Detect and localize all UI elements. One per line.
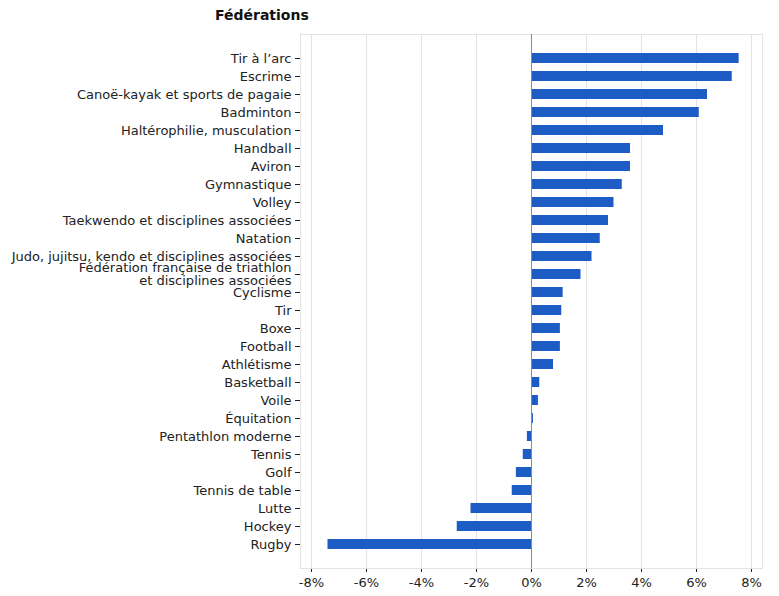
svg-text:0%: 0%: [521, 575, 542, 590]
svg-text:2%: 2%: [576, 575, 597, 590]
svg-text:Badminton: Badminton: [221, 105, 292, 120]
svg-text:-8%: -8%: [299, 575, 324, 590]
svg-text:Tir à l’arc: Tir à l’arc: [230, 51, 292, 66]
svg-text:Aviron: Aviron: [251, 159, 292, 174]
html-text:et disciplines associées: et disciplines associées: [139, 273, 292, 289]
svg-text:Rugby: Rugby: [251, 537, 292, 552]
svg-text:Tir: Tir: [274, 303, 292, 318]
svg-text:-2%: -2%: [464, 575, 489, 590]
svg-text:Football: Football: [240, 339, 291, 354]
svg-text:Boxe: Boxe: [260, 321, 292, 336]
svg-text:-4%: -4%: [409, 575, 434, 590]
svg-text:Hockey: Hockey: [244, 519, 292, 534]
svg-text:4%: 4%: [631, 575, 652, 590]
svg-text:Athlétisme: Athlétisme: [222, 357, 292, 372]
svg-text:Escrime: Escrime: [240, 69, 292, 84]
svg-text:Équitation: Équitation: [225, 411, 291, 426]
html-text:Fédération française de triath: Fédération française de triathlon: [78, 260, 292, 276]
svg-text:Judo, jujitsu, kendo et discip: Judo, jujitsu, kendo et disciplines asso…: [11, 248, 292, 264]
svg-text:Haltérophilie, musculation: Haltérophilie, musculation: [121, 123, 292, 138]
svg-text:Voile: Voile: [260, 393, 291, 408]
svg-text:Natation: Natation: [236, 231, 292, 246]
svg-text:Gymnastique: Gymnastique: [205, 177, 292, 192]
svg-text:Pentathlon moderne: Pentathlon moderne: [159, 429, 291, 444]
svg-text:Tennis de table: Tennis de table: [192, 483, 291, 498]
svg-text:Tennis: Tennis: [250, 447, 292, 462]
svg-text:Golf: Golf: [265, 465, 292, 480]
svg-text:8%: 8%: [741, 575, 762, 590]
svg-text:Lutte: Lutte: [258, 501, 291, 516]
svg-text:Cyclisme: Cyclisme: [233, 285, 292, 300]
svg-text:Basketball: Basketball: [224, 375, 291, 390]
svg-text:Volley: Volley: [253, 195, 292, 210]
svg-text:Canoë-kayak et sports de pagai: Canoë-kayak et sports de pagaie: [77, 87, 292, 102]
svg-text:Handball: Handball: [234, 141, 292, 156]
svg-text:Taekwendo et disciplines assoc: Taekwendo et disciplines associées: [62, 213, 292, 228]
html-text:Fédérations: Fédérations: [215, 7, 309, 23]
svg-text:6%: 6%: [686, 575, 707, 590]
svg-text:-6%: -6%: [354, 575, 379, 590]
